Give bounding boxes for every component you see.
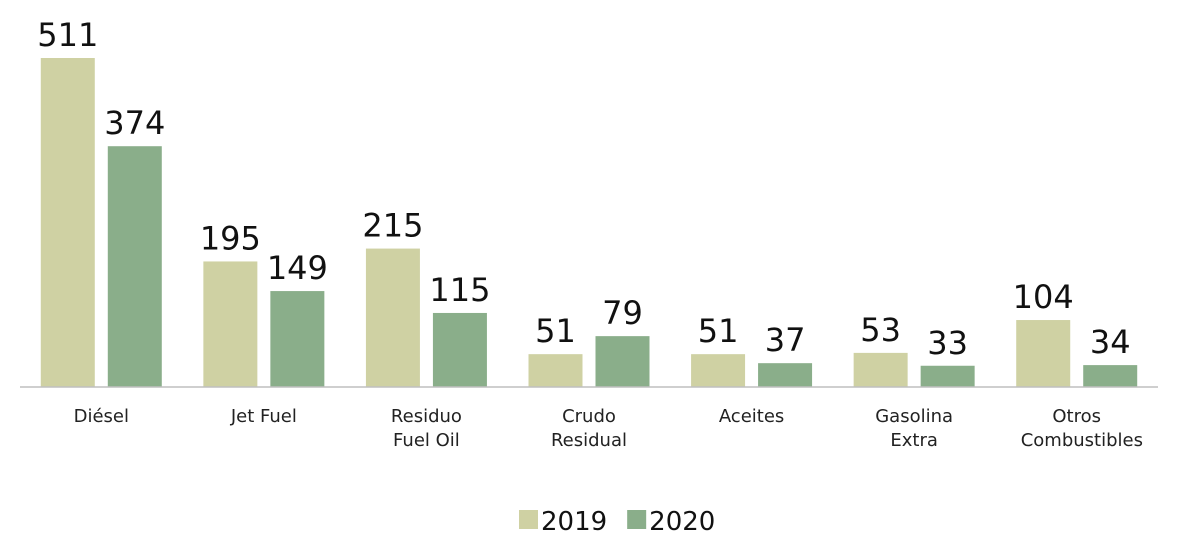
value-label: 149 xyxy=(267,249,328,287)
bar xyxy=(365,248,420,387)
bar xyxy=(107,146,162,387)
x-tick-label: Gasolina Extra xyxy=(875,406,954,451)
value-label: 79 xyxy=(602,294,643,332)
bar xyxy=(203,261,258,387)
legend-swatch xyxy=(627,510,647,529)
value-label: 215 xyxy=(362,207,423,245)
value-label: 34 xyxy=(1090,323,1131,361)
x-tick-label: Otros Combustibles xyxy=(1020,406,1143,451)
bar xyxy=(1016,320,1071,387)
value-label: 37 xyxy=(765,321,806,359)
legend-label: 2019 xyxy=(541,507,607,534)
bar xyxy=(920,365,975,387)
x-tick-label: Crudo Residual xyxy=(550,406,628,451)
bar xyxy=(40,58,95,387)
bar xyxy=(1083,365,1138,387)
value-label: 115 xyxy=(429,271,490,309)
x-tick-label: Aceites xyxy=(718,406,785,427)
x-tick-label: Diésel xyxy=(73,406,129,427)
value-label: 104 xyxy=(1013,278,1074,316)
x-tick-label: Residuo Fuel Oil xyxy=(390,406,462,451)
legend-label: 2020 xyxy=(649,507,715,534)
value-label: 33 xyxy=(927,324,968,362)
legend-swatch xyxy=(519,510,538,529)
bar xyxy=(432,312,487,387)
bar xyxy=(758,363,813,387)
bar xyxy=(691,354,746,387)
value-label: 53 xyxy=(860,311,901,349)
bar xyxy=(853,352,908,387)
value-label: 51 xyxy=(535,312,576,350)
value-label: 195 xyxy=(200,219,261,257)
value-label: 511 xyxy=(37,16,98,54)
x-tick-label: Jet Fuel xyxy=(230,406,297,427)
bar xyxy=(528,354,583,387)
bar xyxy=(595,336,650,387)
value-label: 374 xyxy=(104,104,165,142)
bar xyxy=(270,291,325,387)
value-label: 51 xyxy=(698,312,739,350)
